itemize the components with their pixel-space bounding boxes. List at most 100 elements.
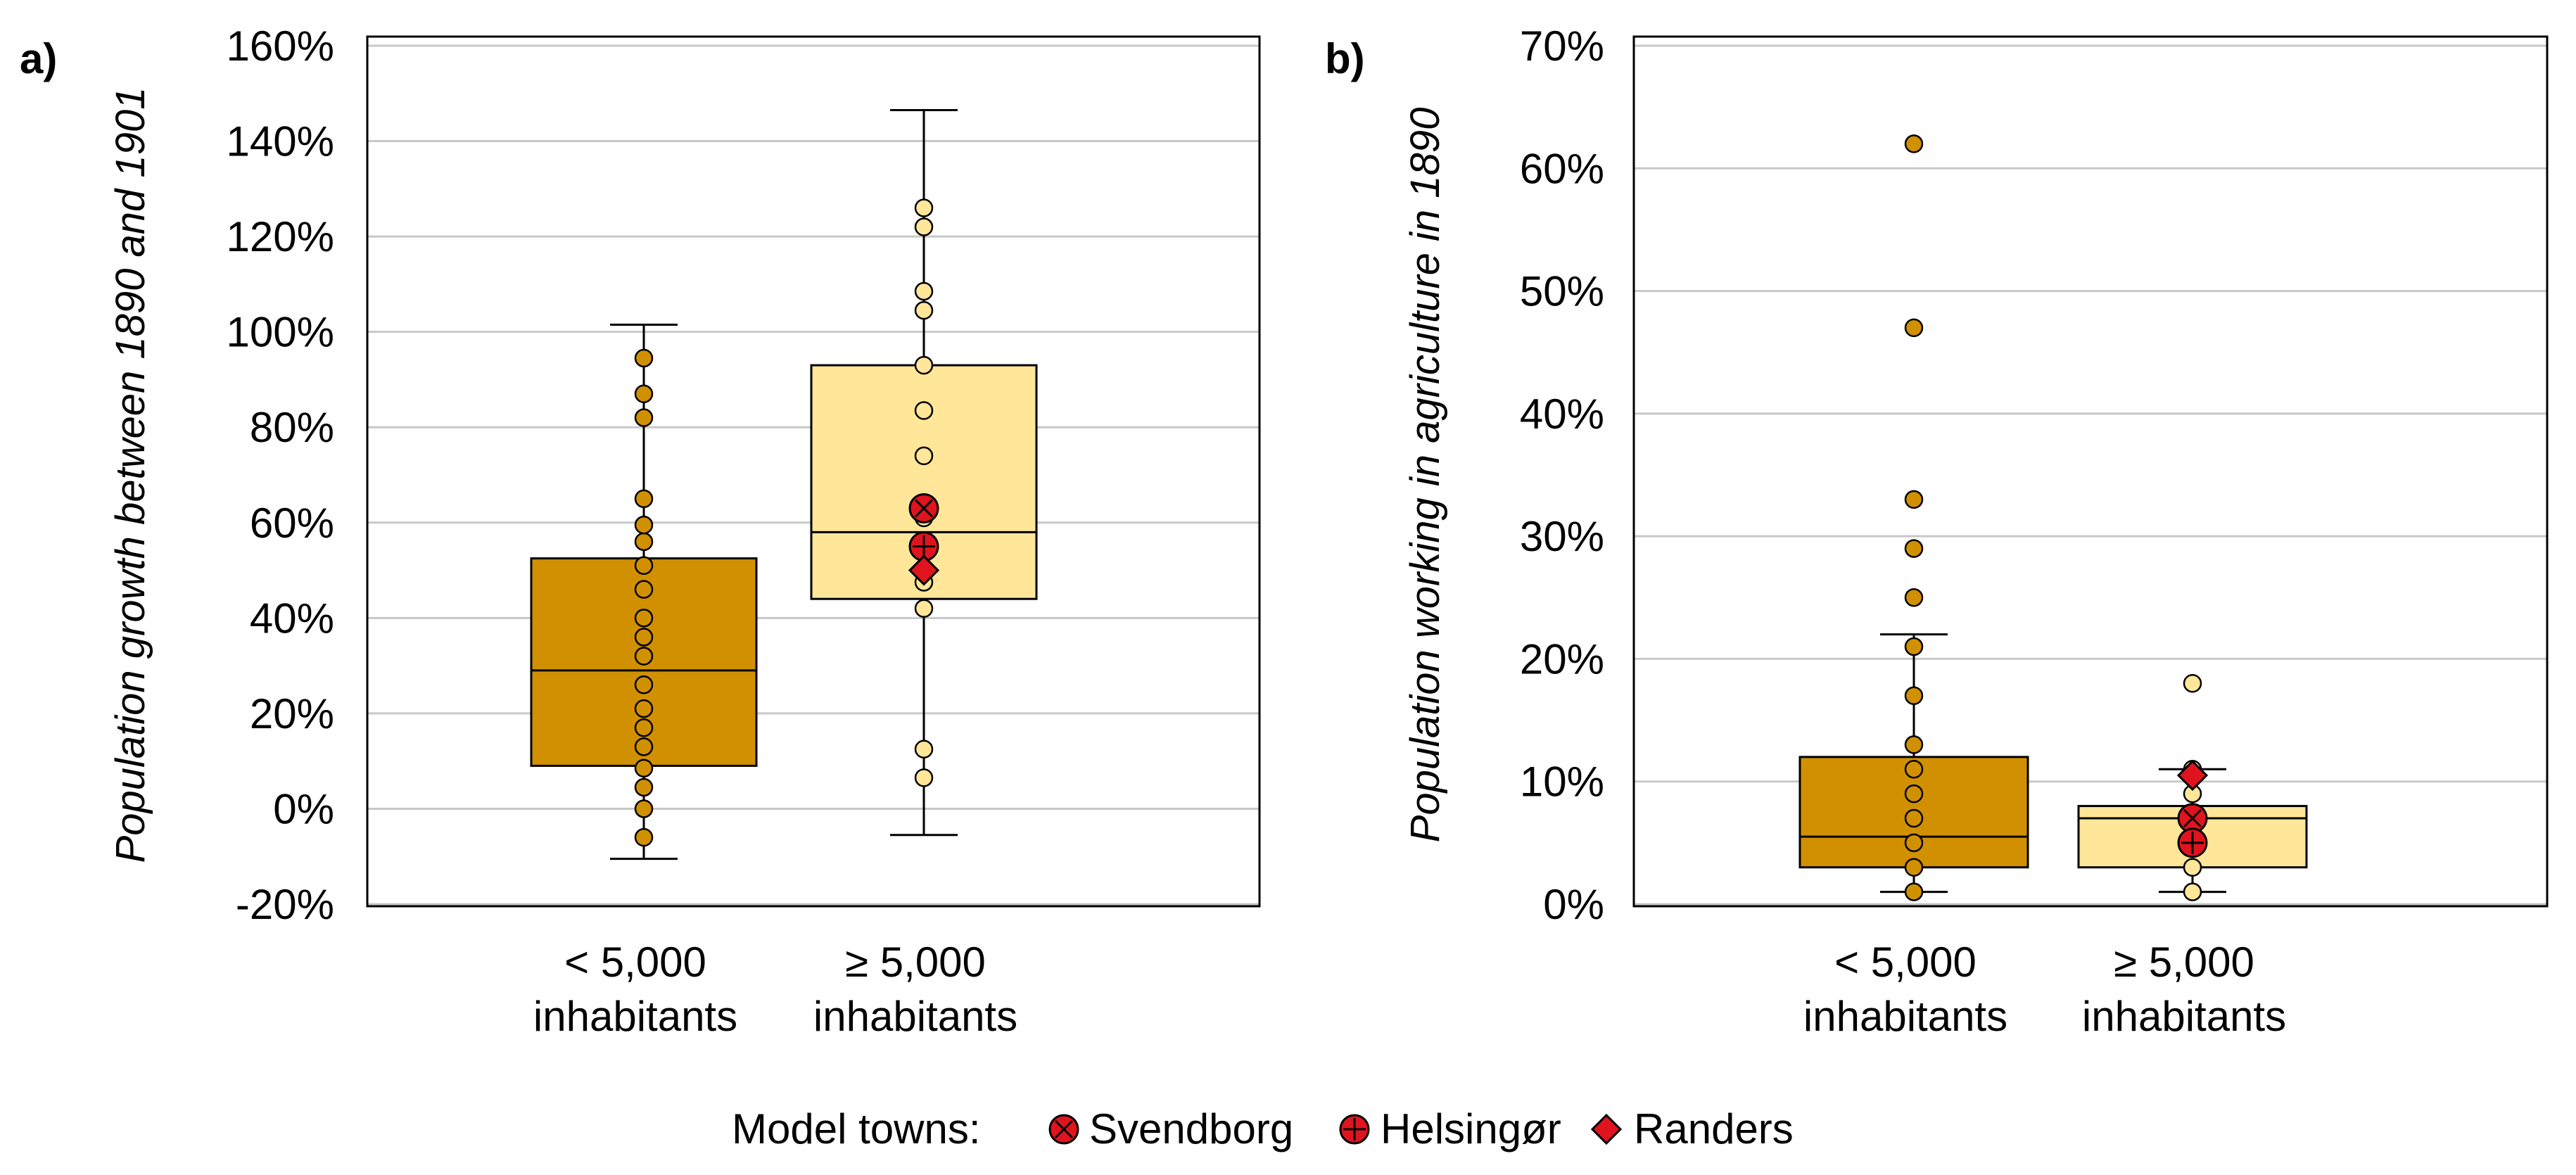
panel-b-box-2	[2077, 674, 2308, 901]
panel-a-y-tick-label: 60%	[250, 500, 334, 547]
data-point	[1904, 784, 1924, 804]
data-point	[914, 300, 934, 320]
data-point	[914, 281, 934, 301]
panel-b-category-1-line2: inhabitants	[1803, 993, 2007, 1040]
panel-a-y-tick-label: 80%	[250, 404, 334, 451]
data-point	[634, 515, 654, 535]
data-point	[2183, 674, 2202, 693]
model-town-randers-marker	[908, 554, 940, 586]
data-point	[1904, 588, 1924, 607]
panel-a-category-1-line2: inhabitants	[533, 993, 737, 1040]
legend-marker-shape	[1339, 1114, 1370, 1145]
data-point	[1904, 637, 1924, 656]
legend-title: Model towns:	[732, 1105, 981, 1152]
data-point	[634, 777, 654, 797]
panel-b-label: b)	[1325, 35, 1365, 82]
panel-a-box-2	[810, 109, 1038, 837]
panel-a-y-tick-label: 120%	[227, 213, 334, 260]
legend-helsingor-label: Helsingør	[1381, 1105, 1561, 1152]
panel-b-y-tick-label: 40%	[1520, 390, 1604, 438]
panel-b-y-tick-label: 50%	[1520, 268, 1604, 315]
data-point	[1904, 490, 1924, 509]
data-point	[914, 446, 934, 466]
data-point	[914, 739, 934, 758]
data-point	[634, 532, 654, 552]
panel-a-y-tick-label: -20%	[236, 881, 334, 928]
data-point	[634, 580, 654, 599]
panel-a-y-ticks: -20% 0% 20% 40% 60% 80% 100% 120% 140% 160%	[227, 23, 334, 928]
data-point	[1904, 833, 1924, 853]
data-point	[1904, 882, 1924, 901]
panel-a-category-1-line1: < 5,000	[564, 939, 706, 986]
model-town-helsingr-marker	[908, 531, 939, 562]
panel-a-category-labels: < 5,000 inhabitants ≥ 5,000 inhabitants	[533, 939, 1017, 1040]
data-point	[914, 198, 934, 217]
data-point	[634, 609, 654, 628]
panel-a-y-axis-label: Population growth between 1890 and 1901	[108, 87, 153, 863]
panel-a-y-tick-label: 20%	[250, 690, 334, 737]
data-point	[634, 758, 654, 778]
panel-a-y-tick-label: 0%	[273, 785, 334, 832]
data-point	[634, 408, 654, 427]
panel-b-y-tick-label: 20%	[1520, 635, 1604, 682]
panel-a-y-tick-label: 40%	[250, 595, 334, 642]
legend-svendborg-marker	[1048, 1114, 1079, 1145]
legend-marker-shape	[1590, 1113, 1623, 1145]
panel-a-y-tick-label: 140%	[227, 118, 334, 165]
model-town-svendborg-marker	[908, 493, 939, 523]
data-point	[634, 628, 654, 647]
panel-b-box-1	[1798, 134, 2029, 901]
data-point	[634, 384, 654, 404]
panel-b-boxes	[1798, 134, 2308, 901]
panel-b-y-tick-label: 10%	[1520, 758, 1604, 806]
data-point	[1904, 134, 1924, 153]
data-point	[1904, 318, 1924, 338]
data-point	[634, 737, 654, 756]
panel-a-label: a)	[20, 35, 57, 82]
data-point	[1904, 760, 1924, 779]
panel-a-box-1	[530, 324, 758, 860]
panel-b-y-tick-label: 60%	[1520, 145, 1604, 192]
legend-item-randers: Randers	[1590, 1105, 1794, 1152]
panel-b-plot-frame	[1632, 35, 2549, 908]
panel-a-plot-frame	[366, 35, 1261, 908]
panel-a: a) Population growth between 1890 and 19…	[20, 23, 1261, 1040]
legend-marker-shape	[1048, 1114, 1079, 1145]
data-point	[2183, 882, 2202, 901]
panel-b-category-1-line1: < 5,000	[1834, 939, 1977, 986]
model-town-svendborg-marker	[2177, 803, 2208, 834]
legend-helsingor-marker	[1339, 1114, 1370, 1145]
data-point	[2183, 858, 2202, 877]
panel-b-y-tick-label: 0%	[1543, 881, 1604, 928]
panel-a-y-tick-label: 100%	[227, 309, 334, 356]
data-point	[1904, 735, 1924, 754]
data-point	[914, 401, 934, 420]
model-town-randers-marker	[2176, 759, 2209, 792]
data-point	[1904, 858, 1924, 877]
panel-a-category-2-line2: inhabitants	[813, 993, 1017, 1040]
model-town-helsingr-marker	[2177, 827, 2208, 858]
legend-randers-marker	[1590, 1113, 1623, 1145]
panel-a-y-tick-label: 160%	[227, 23, 334, 70]
legend-svendborg-label: Svendborg	[1089, 1105, 1293, 1152]
data-point	[634, 799, 654, 818]
data-point	[914, 217, 934, 236]
data-point	[634, 647, 654, 666]
panel-b-category-2-line1: ≥ 5,000	[2114, 939, 2254, 986]
panel-b-category-labels: < 5,000 inhabitants ≥ 5,000 inhabitants	[1803, 939, 2286, 1040]
panel-a-category-2-line1: ≥ 5,000	[845, 939, 986, 986]
panel-b-gridlines	[1634, 44, 2547, 906]
legend-randers-label: Randers	[1634, 1105, 1794, 1152]
panel-b-y-ticks: 0% 10% 20% 30% 40% 50% 60% 70%	[1520, 23, 1604, 928]
data-point	[914, 355, 934, 375]
data-point	[914, 768, 934, 787]
data-point	[634, 675, 654, 694]
panel-b-category-2-line2: inhabitants	[2082, 993, 2286, 1040]
data-point	[914, 599, 934, 618]
panel-b-y-tick-label: 30%	[1520, 513, 1604, 560]
panel-b-y-axis-label: Population working in agriculture in 189…	[1402, 108, 1448, 843]
panel-a-boxes	[530, 109, 1038, 860]
data-point	[634, 556, 654, 576]
data-point	[634, 489, 654, 509]
